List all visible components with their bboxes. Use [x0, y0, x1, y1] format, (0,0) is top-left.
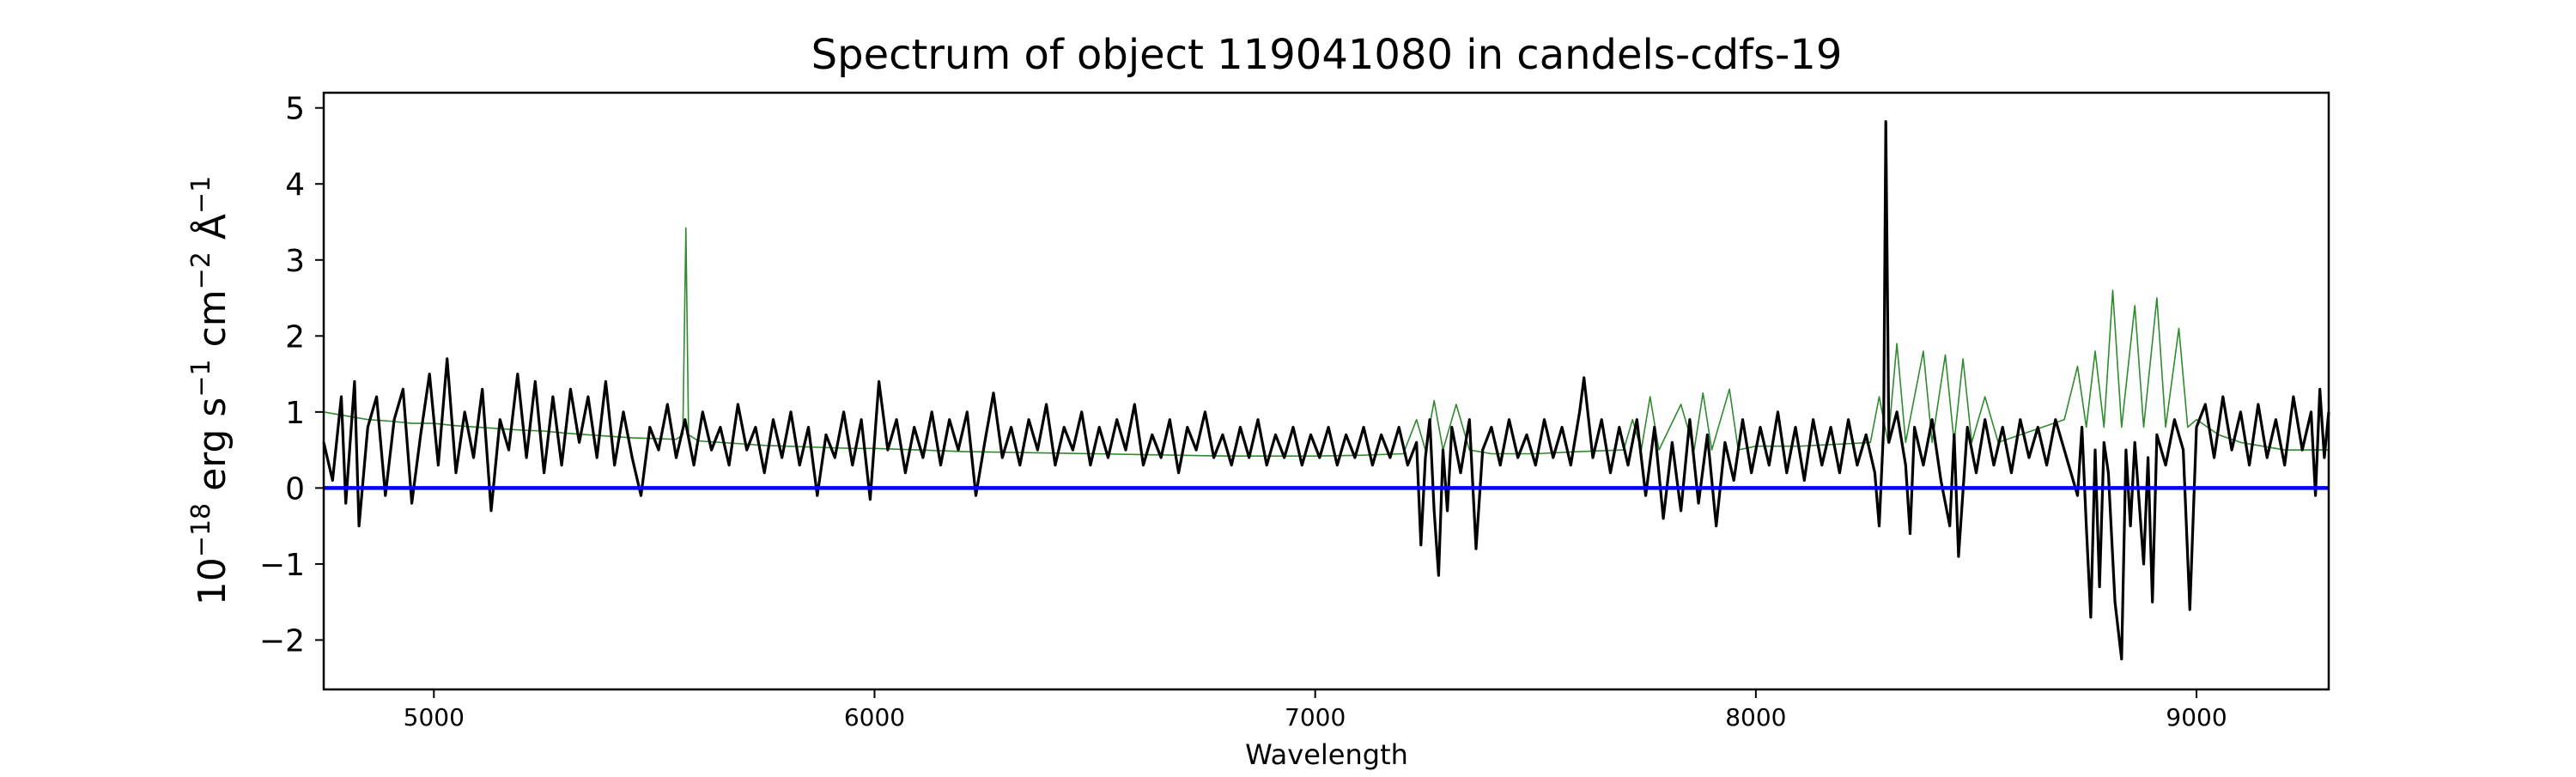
- series-line-model: [323, 227, 2329, 457]
- y-label-unit-a: erg s: [191, 398, 234, 503]
- y-axis-ticks: −2 −1 0 1 2 3 4 5: [259, 92, 324, 659]
- y-label-unit-c: Å: [189, 214, 234, 252]
- y-axis-label: 10−18 erg s−1 cm−2 Å−1: [186, 176, 234, 605]
- plot-frame: [322, 91, 2330, 691]
- y-tick-label: 2: [285, 319, 305, 355]
- y-tick-label: 3: [285, 244, 305, 279]
- series-layer: [322, 120, 2330, 661]
- y-tick-label: 5: [285, 92, 305, 127]
- y-label-unit-b: cm: [191, 289, 234, 359]
- y-label-exp2: −1: [186, 359, 216, 397]
- x-tick-label: 7000: [1285, 703, 1346, 731]
- y-tick-label: −2: [259, 623, 305, 659]
- y-tick-label: 4: [285, 167, 305, 203]
- x-tick-label: 6000: [844, 703, 905, 731]
- y-label-exp1: −18: [186, 503, 216, 557]
- x-tick-label: 5000: [404, 703, 465, 731]
- x-axis-ticks: 5000 6000 7000 8000 9000: [404, 689, 2227, 731]
- x-axis-label: Wavelength: [1245, 738, 1408, 771]
- y-label-exp3: −2: [186, 252, 216, 289]
- y-label-prefix: 10: [191, 557, 234, 605]
- x-tick-label: 9000: [2166, 703, 2227, 731]
- chart-title: Spectrum of object 119041080 in candels-…: [811, 31, 1843, 79]
- y-tick-label: 0: [285, 471, 305, 507]
- y-tick-label: 1: [285, 396, 305, 431]
- y-tick-label: −1: [259, 548, 305, 583]
- y-label-exp4: −1: [186, 176, 216, 214]
- series-line-flux: [322, 120, 2330, 661]
- x-tick-label: 8000: [1725, 703, 1786, 731]
